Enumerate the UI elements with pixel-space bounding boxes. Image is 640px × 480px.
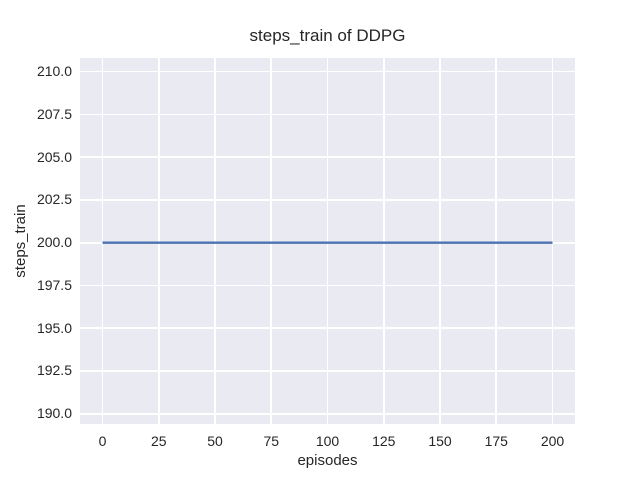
series-layer	[102, 241, 553, 244]
y-tick-label: 207.5	[36, 105, 72, 122]
gridline-horizontal	[80, 412, 575, 415]
y-tick-label: 197.5	[36, 276, 72, 293]
gridline-horizontal	[80, 370, 575, 372]
x-tick-label: 150	[428, 433, 452, 449]
gridline-horizontal	[80, 70, 575, 73]
y-tick-label: 202.5	[36, 191, 72, 208]
y-tick-label: 200.0	[36, 234, 72, 251]
x-axis-label: episodes	[297, 452, 358, 469]
y-tick-label: 190.0	[36, 405, 72, 422]
gridline-vertical	[495, 58, 498, 424]
x-tick-label: 100	[315, 433, 340, 449]
gridline-horizontal	[80, 156, 575, 158]
y-tick-label: 195.0	[36, 319, 72, 336]
gridline-vertical	[270, 58, 273, 424]
chart-title: steps_train of DDPG	[249, 26, 406, 45]
x-tick-label: 125	[372, 433, 396, 449]
x-tick-label: 75	[263, 433, 280, 449]
gridline-vertical	[101, 58, 104, 424]
plot-area	[80, 58, 575, 424]
gridline-horizontal	[80, 113, 575, 116]
gridline-vertical	[382, 58, 385, 424]
gridline-horizontal	[80, 199, 575, 201]
x-tick-label: 25	[150, 433, 167, 449]
gridline-vertical	[326, 58, 329, 424]
gridline-vertical	[214, 58, 216, 424]
x-tick-label: 50	[207, 433, 223, 449]
x-tick-label: 175	[484, 433, 508, 449]
gridline-horizontal	[80, 284, 575, 287]
y-tick-label: 192.5	[36, 362, 72, 379]
x-tick-label: 200	[540, 433, 565, 449]
gridline-vertical	[157, 58, 160, 424]
y-tick-label: 205.0	[36, 148, 72, 165]
gridline-vertical	[439, 58, 441, 424]
gridline-horizontal	[80, 327, 575, 330]
y-tick-label: 210.0	[36, 63, 72, 80]
x-tick-label: 0	[98, 433, 107, 449]
gridline-vertical	[551, 58, 554, 424]
